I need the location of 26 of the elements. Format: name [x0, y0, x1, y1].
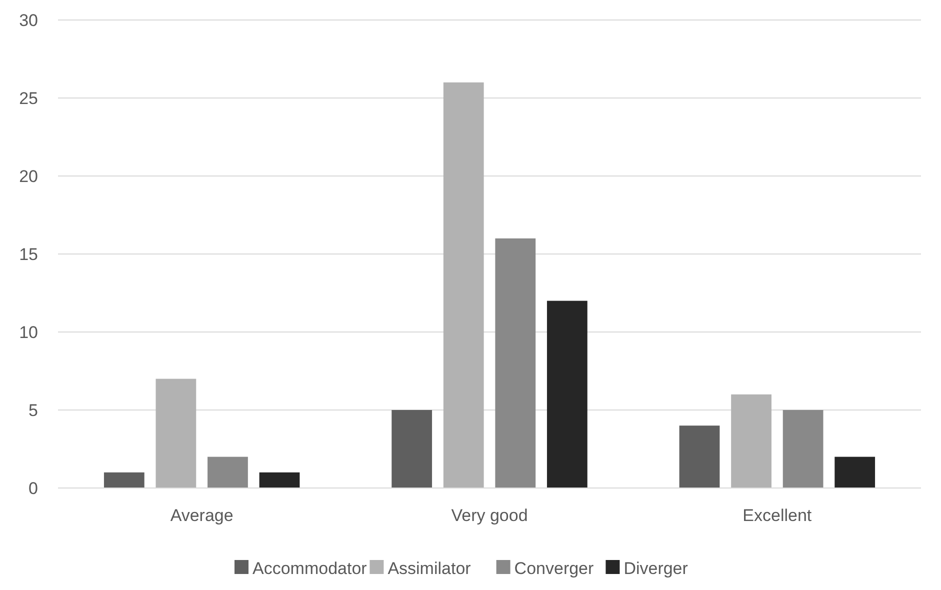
legend-label: Accommodator [252, 558, 368, 578]
bar [782, 410, 824, 488]
bar [443, 82, 484, 488]
bar [259, 472, 300, 488]
y-tick-label: 5 [28, 400, 38, 420]
y-tick-label: 20 [19, 166, 38, 186]
bar [731, 394, 772, 488]
bar [104, 472, 144, 488]
bar [208, 456, 248, 488]
y-tick-label: 15 [19, 244, 38, 264]
y-tick-label: 30 [19, 10, 38, 30]
legend-label: Assimilator [388, 558, 472, 578]
x-tick-label: Excellent [742, 506, 812, 525]
bar [546, 300, 588, 488]
bar [679, 426, 720, 488]
y-tick-label: 10 [19, 322, 38, 342]
legend-label: Converger [514, 558, 594, 578]
bar [834, 456, 876, 488]
x-tick-label: Average [170, 506, 234, 525]
bar [156, 378, 196, 488]
bar [392, 410, 432, 488]
bar [495, 238, 536, 488]
legend-label: Diverger [624, 558, 688, 578]
y-tick-label: 25 [19, 88, 38, 108]
x-tick-label: Very good [451, 506, 528, 525]
y-tick-label: 0 [28, 478, 38, 498]
